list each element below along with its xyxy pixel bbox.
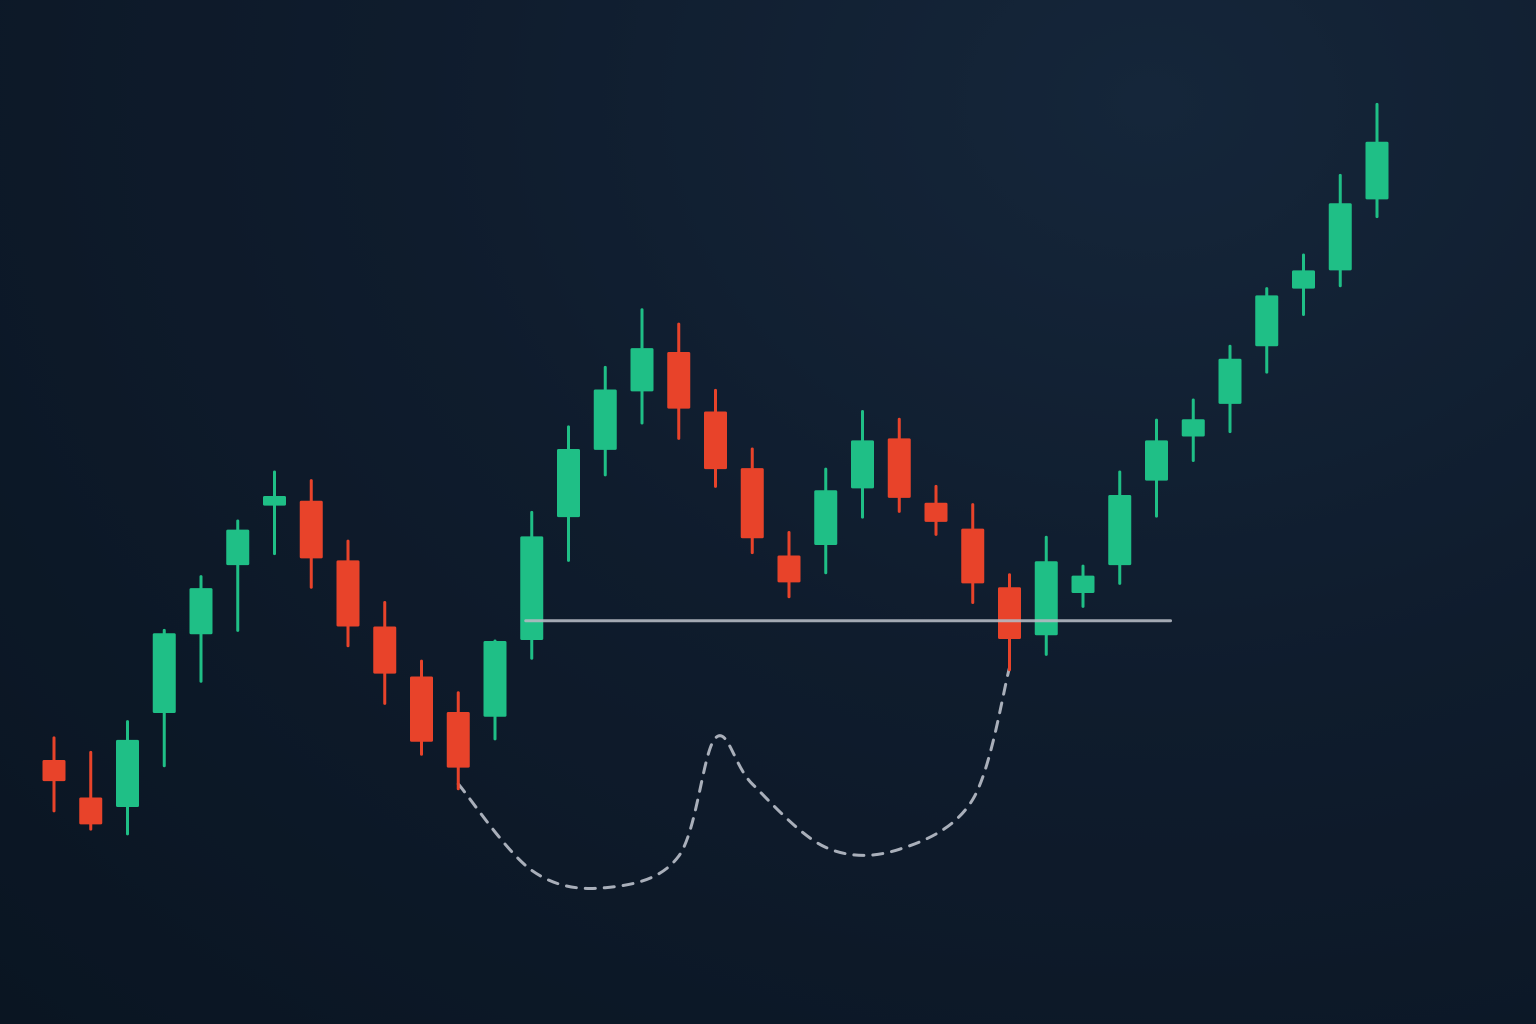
candle-37 [1365, 102, 1389, 219]
candle-body-bearish [42, 760, 66, 782]
candle-body-bearish [961, 528, 985, 584]
candle-body-bullish [1328, 203, 1352, 271]
cup-guide-layer [456, 666, 1011, 890]
candle-body-bullish [1034, 561, 1058, 636]
candle-body-bearish [336, 560, 360, 627]
candle-15 [557, 425, 580, 562]
candle-35 [1292, 253, 1315, 317]
candle-body-bearish [704, 411, 727, 470]
candle-body-bullish [593, 389, 617, 450]
candle-body-bearish [667, 352, 691, 409]
candle-8 [299, 479, 323, 589]
candle-2 [79, 750, 103, 831]
candle-23 [851, 410, 874, 519]
candle-13 [483, 639, 507, 741]
candle-19 [704, 388, 727, 488]
candle-body-bullish [557, 448, 580, 518]
candle-11 [410, 659, 433, 756]
candle-body-bullish [814, 490, 838, 545]
candle-32 [1181, 398, 1205, 462]
candle-body-bullish [1292, 270, 1315, 289]
candle-33 [1218, 344, 1242, 434]
candle-17 [630, 308, 654, 425]
candle-6 [226, 519, 250, 632]
candle-body-bullish [116, 739, 139, 808]
candle-4 [152, 628, 176, 768]
candle-body-bullish [152, 633, 176, 713]
candle-body-bullish [1145, 440, 1168, 481]
candle-body-bullish [520, 536, 544, 640]
candle-body-bullish [483, 640, 507, 717]
candle-body-bullish [851, 440, 874, 489]
candle-22 [814, 467, 838, 575]
candle-body-bullish [189, 588, 213, 635]
candle-31 [1145, 418, 1168, 518]
candle-body-bearish [299, 500, 323, 559]
candle-34 [1255, 287, 1279, 374]
candle-14 [520, 510, 544, 660]
candle-7 [263, 470, 286, 556]
candle-body-bullish [1181, 419, 1205, 437]
candle-3 [116, 720, 139, 836]
candle-body-bearish [887, 438, 911, 498]
candle-20 [740, 447, 764, 555]
candle-29 [1071, 564, 1095, 608]
candle-10 [373, 601, 397, 705]
candle-body-bearish [998, 587, 1021, 640]
candle-body-bullish [1108, 495, 1132, 566]
candle-body-bearish [79, 797, 103, 825]
candle-body-bullish [630, 348, 654, 392]
candle-body-bearish [446, 712, 470, 768]
candle-21 [777, 530, 801, 599]
candle-18 [667, 322, 691, 440]
candle-30 [1108, 470, 1132, 585]
candle-5 [189, 575, 213, 683]
candle-body-bearish [373, 626, 397, 674]
candle-body-bullish [263, 496, 286, 506]
candle-26 [961, 503, 985, 605]
candle-body-bullish [1071, 575, 1095, 593]
candle-body-bearish [410, 676, 433, 742]
candle-24 [887, 417, 911, 513]
candle-25 [924, 484, 948, 536]
candle-body-bearish [740, 468, 764, 539]
candle-body-bearish [924, 502, 948, 522]
candle-body-bullish [1218, 358, 1242, 404]
candle-body-bearish [777, 555, 801, 583]
candle-9 [336, 539, 360, 648]
candle-body-bullish [1365, 141, 1389, 200]
cup-handle-guide-curve [456, 666, 1011, 890]
candle-28 [1034, 535, 1058, 656]
candle-body-bullish [226, 529, 250, 566]
candles-layer [42, 102, 1389, 836]
candle-body-bullish [1255, 295, 1279, 347]
candle-16 [593, 365, 617, 477]
candle-12 [446, 691, 470, 791]
candle-1 [42, 736, 66, 813]
candle-36 [1328, 173, 1352, 288]
